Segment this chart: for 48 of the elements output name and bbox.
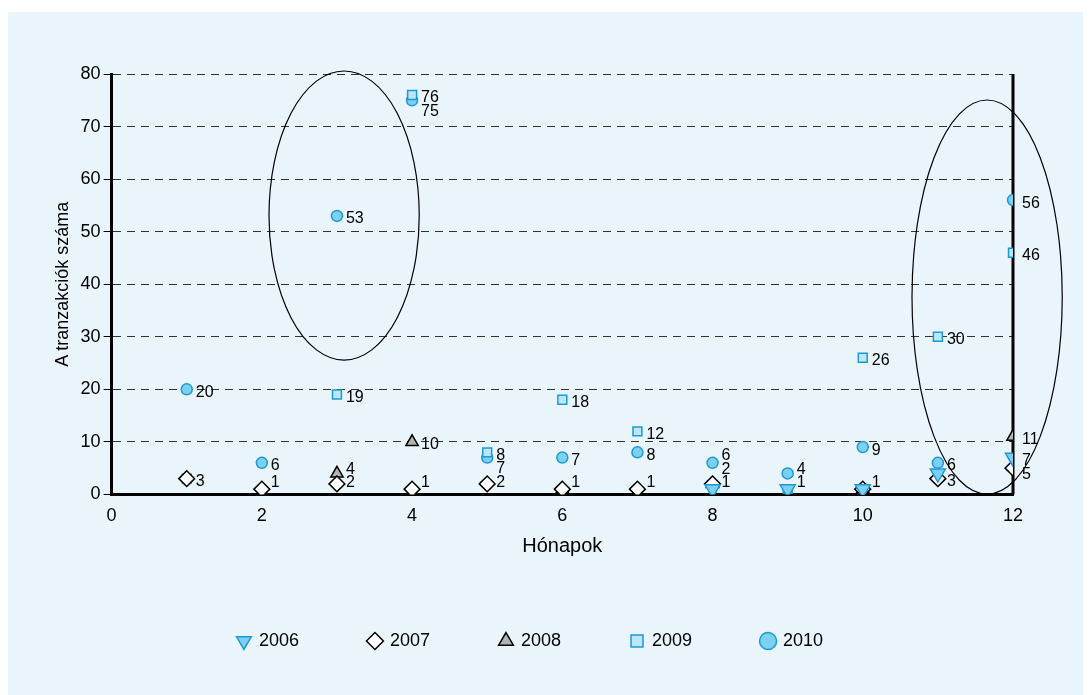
data-label: 20 xyxy=(195,382,214,400)
legend-label: 2006 xyxy=(258,629,299,650)
x-axis-title: Hónapok xyxy=(522,533,604,556)
y-tick-label: 60 xyxy=(80,168,101,189)
data-label: 1 xyxy=(571,472,581,490)
x-tick-label: 10 xyxy=(852,505,873,526)
data-label: 6 xyxy=(270,456,280,474)
y-tick-label: 10 xyxy=(80,430,101,451)
x-tick-label: 6 xyxy=(557,505,568,526)
x-tick-label: 4 xyxy=(407,505,418,526)
y-tick-label: 40 xyxy=(80,273,101,294)
data-label: 1 xyxy=(270,472,280,490)
x-tick-label: 2 xyxy=(256,505,267,526)
data-label: 46 xyxy=(1022,246,1040,264)
data-label: 6 xyxy=(946,456,956,474)
data-label: 11 xyxy=(1022,430,1039,447)
x-tick-label: 0 xyxy=(106,505,117,526)
data-label: 1 xyxy=(646,472,656,490)
data-label: 5 xyxy=(1022,464,1031,482)
y-tick-label: 80 xyxy=(80,62,101,83)
data-label: 7 xyxy=(571,451,581,469)
data-label: 1 xyxy=(871,472,881,490)
data-label: 12 xyxy=(646,424,665,442)
legend-label: 2008 xyxy=(520,629,562,650)
data-label: 3 xyxy=(195,472,205,490)
y-axis-title: A tranzakciók száma xyxy=(51,200,72,367)
y-tick-label: 20 xyxy=(80,378,101,399)
x-tick-label: 12 xyxy=(1002,505,1024,526)
data-label: 56 xyxy=(1022,193,1040,211)
data-label: 53 xyxy=(345,209,364,227)
y-tick-label: 50 xyxy=(80,220,101,241)
data-label: 75 xyxy=(421,101,439,119)
data-label: 9 xyxy=(871,440,881,458)
legend-label: 2009 xyxy=(652,629,693,650)
y-tick-label: 70 xyxy=(80,115,101,136)
data-label: 26 xyxy=(871,351,890,369)
legend-label: 2010 xyxy=(783,629,824,650)
data-label: 30 xyxy=(946,330,965,348)
y-tick-label: 30 xyxy=(80,325,101,346)
data-label: 8 xyxy=(646,445,656,463)
data-label: 18 xyxy=(571,393,590,411)
y-tick-label: 0 xyxy=(90,483,101,504)
x-tick-label: 8 xyxy=(707,505,718,526)
data-label: 3 xyxy=(946,472,956,490)
legend-label: 2007 xyxy=(389,629,430,650)
data-label: 2 xyxy=(496,472,506,490)
data-label: 19 xyxy=(345,387,364,405)
data-label: 1 xyxy=(421,472,431,490)
